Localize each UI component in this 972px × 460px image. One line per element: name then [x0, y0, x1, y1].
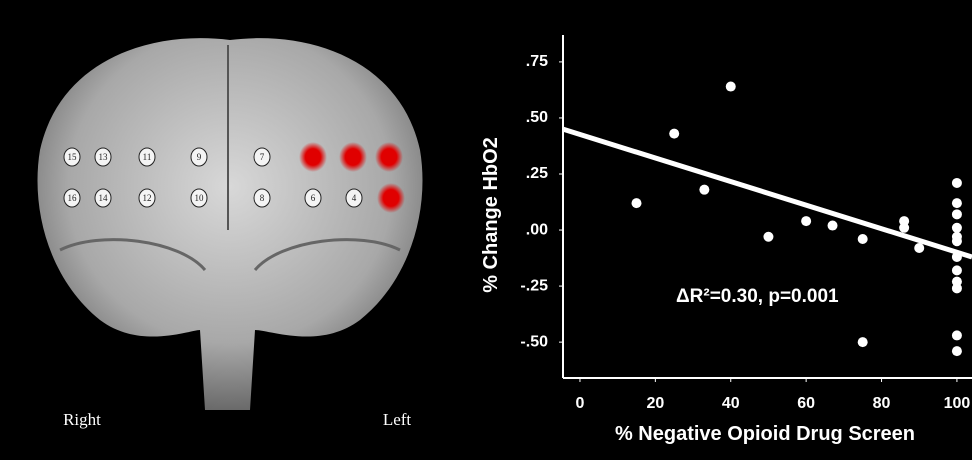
x-tick-label: 100 [944, 395, 971, 412]
channel-label: 8 [260, 193, 265, 203]
channel-label: 15 [68, 152, 78, 162]
point [858, 337, 868, 347]
left-label: Left [383, 410, 412, 429]
point [952, 283, 962, 293]
channel-label: 4 [352, 193, 357, 203]
y-tick-label: .50 [526, 109, 548, 126]
point [952, 252, 962, 262]
point [952, 346, 962, 356]
x-axis-label: % Negative Opioid Drug Screen [615, 423, 915, 445]
point [828, 221, 838, 231]
y-tick-label: -.50 [520, 333, 548, 350]
y-axis-label: % Change HbO2 [480, 137, 502, 293]
y-tick-label: .00 [526, 221, 548, 238]
channel-label: 6 [311, 193, 316, 203]
point [952, 236, 962, 246]
x-tick-label: 60 [797, 395, 815, 412]
point [952, 209, 962, 219]
x-tick-label: 80 [873, 395, 891, 412]
point [914, 243, 924, 253]
point [632, 198, 642, 208]
brain-image [10, 8, 440, 438]
point [669, 129, 679, 139]
channel-label: 11 [143, 152, 152, 162]
channel-label: 13 [99, 152, 109, 162]
point [899, 223, 909, 233]
point [726, 82, 736, 92]
point [952, 198, 962, 208]
point [763, 232, 773, 242]
x-tick-label: 0 [576, 395, 585, 412]
channel-label: 9 [197, 152, 202, 162]
channel-label: 12 [143, 193, 152, 203]
x-tick-label: 40 [722, 395, 740, 412]
channel-label: 16 [68, 193, 78, 203]
y-tick-label: -.25 [520, 277, 548, 294]
point [952, 330, 962, 340]
point [952, 223, 962, 233]
right-label: Right [63, 410, 101, 429]
channel-label: 10 [195, 193, 205, 203]
point [858, 234, 868, 244]
page: 15 13 11 9 7 16 14 12 10 8 6 4 Right Left ΔR²=0.30,… [0, 0, 972, 460]
point [801, 216, 811, 226]
figure: 15 13 11 9 7 16 14 12 10 8 6 4 Right Left ΔR²=0.30,… [0, 0, 972, 460]
channel-label: 14 [99, 193, 109, 203]
point [699, 185, 709, 195]
point [952, 265, 962, 275]
channel-label: 7 [260, 152, 265, 162]
point [952, 178, 962, 188]
y-tick-label: .25 [526, 165, 548, 182]
y-tick-label: .75 [526, 53, 548, 70]
x-tick-label: 20 [646, 395, 664, 412]
annotation: ΔR²=0.30, p=0.001 [676, 286, 839, 307]
